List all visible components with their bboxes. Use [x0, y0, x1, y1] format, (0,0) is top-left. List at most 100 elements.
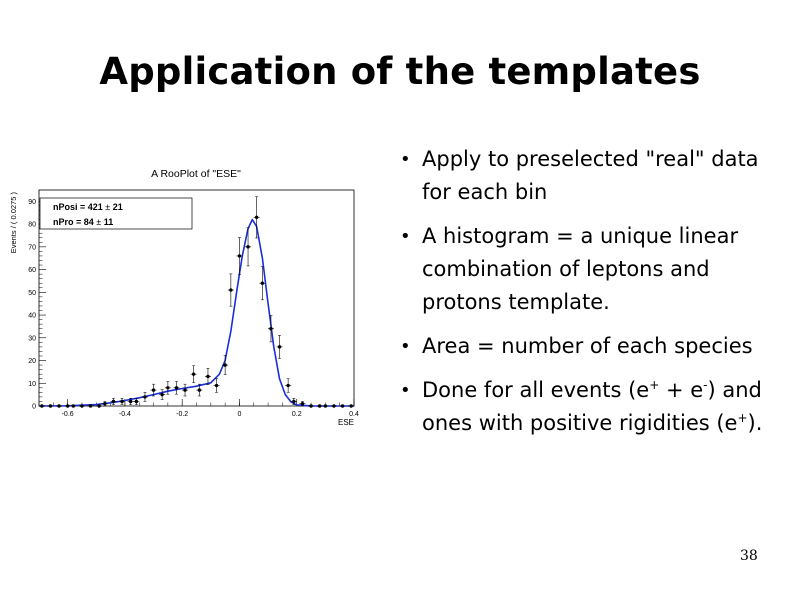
- data-point-marker: [103, 402, 107, 406]
- data-point-marker: [237, 254, 242, 258]
- bullet-item: • Area = number of each species: [398, 330, 788, 363]
- data-point: [164, 381, 171, 395]
- data-point-marker: [286, 383, 290, 388]
- data-point-marker: [88, 404, 93, 408]
- data-point: [87, 404, 94, 408]
- page-number: 38: [740, 548, 758, 564]
- data-point-marker: [57, 404, 61, 408]
- y-tick-label: 90: [28, 199, 36, 206]
- data-point: [119, 398, 126, 405]
- y-tick-label: 80: [28, 222, 36, 229]
- bullet-text-mid: + e: [659, 378, 704, 402]
- data-point: [236, 237, 243, 275]
- data-point-marker: [323, 404, 328, 408]
- y-tick-label: 50: [28, 290, 36, 297]
- data-point-marker: [191, 372, 196, 376]
- positron-charge-sup: +: [737, 411, 748, 425]
- data-point-marker: [332, 404, 336, 408]
- data-point-marker: [269, 326, 273, 331]
- data-points-layer: [38, 196, 355, 408]
- bullet-text: Area = number of each species: [422, 334, 753, 358]
- bullet-text: Apply to preselected "real" data for eac…: [422, 147, 759, 204]
- y-tick-label: 60: [28, 267, 36, 274]
- stats-npro-label: nPro = 84: [53, 217, 94, 227]
- data-point: [196, 383, 203, 397]
- y-tick-label: 0: [32, 404, 36, 411]
- data-point-marker: [223, 363, 227, 367]
- data-point: [299, 401, 306, 407]
- bullet-dot-icon: •: [400, 380, 411, 401]
- data-point: [259, 266, 266, 301]
- data-point: [204, 368, 211, 385]
- data-point-marker: [206, 374, 210, 379]
- data-point-marker: [300, 402, 305, 406]
- data-point: [150, 383, 157, 397]
- data-point-marker: [260, 281, 265, 285]
- slide-title: Application of the templates: [99, 50, 701, 93]
- data-point: [159, 389, 166, 400]
- data-point-marker: [340, 404, 345, 408]
- bullet-dot-icon: •: [400, 149, 411, 170]
- data-point: [127, 398, 134, 405]
- data-point: [56, 404, 63, 408]
- x-tick-label: -0.4: [119, 411, 131, 418]
- data-point-marker: [97, 404, 101, 408]
- data-point: [316, 404, 323, 408]
- data-point: [64, 404, 71, 408]
- y-tick-label: 10: [28, 381, 36, 388]
- data-point: [110, 398, 117, 405]
- data-point-marker: [120, 399, 124, 404]
- stats-npro: nPro = 84 ± 11: [53, 217, 113, 227]
- data-point-marker: [151, 388, 156, 392]
- data-point: [47, 404, 54, 408]
- data-point: [267, 315, 274, 343]
- chart-title: A RooPlot of "ESE": [151, 168, 241, 180]
- data-point: [190, 365, 197, 383]
- x-tick-label: 0: [238, 411, 242, 418]
- data-point-marker: [111, 399, 116, 404]
- bullet-dot-icon: •: [400, 226, 411, 247]
- data-point-marker: [48, 404, 53, 408]
- data-point: [330, 404, 337, 408]
- stats-npos: nPosi = 421 ± 21: [53, 202, 123, 212]
- data-point-marker: [246, 245, 250, 249]
- stats-npro-err: 11: [104, 217, 114, 227]
- y-axis-label: Events / ( 0.0275 ): [10, 192, 18, 254]
- stats-npos-err: 21: [113, 202, 123, 212]
- fit-curve: [38, 218, 355, 407]
- data-point: [101, 401, 108, 407]
- x-tick-label: 0.2: [292, 411, 302, 418]
- data-point-marker: [134, 399, 139, 404]
- data-point: [348, 404, 355, 408]
- data-point: [173, 381, 180, 395]
- data-point-marker: [128, 399, 133, 404]
- data-point: [213, 378, 220, 393]
- data-point-marker: [292, 399, 296, 404]
- data-point-marker: [183, 388, 187, 392]
- bullet-text-mid2: ) and ones with positive rigidities (e: [422, 378, 762, 435]
- x-tick-label: 0.4: [349, 411, 359, 418]
- data-point: [78, 404, 85, 408]
- data-point: [133, 398, 140, 405]
- data-point: [38, 404, 45, 408]
- data-point-marker: [166, 386, 170, 390]
- data-point-marker: [317, 404, 322, 408]
- data-point: [141, 392, 148, 402]
- bullet-dot-icon: •: [400, 336, 411, 357]
- data-point: [227, 273, 234, 307]
- x-tick-label: -0.6: [62, 411, 74, 418]
- data-point: [339, 404, 346, 408]
- data-point-marker: [65, 404, 70, 408]
- data-point: [245, 227, 252, 267]
- x-axis-label: ESE: [338, 418, 354, 427]
- stats-npos-label: nPosi = 421: [53, 202, 103, 212]
- stats-box: nPosi = 421 ± 21 nPro = 84 ± 11: [39, 197, 193, 230]
- data-point-marker: [277, 345, 282, 349]
- rooplot-chart: A RooPlot of "ESE" 0 10 20 30 40 50 60 70 80 90 -0…: [10, 168, 359, 427]
- bullet-list: • Apply to preselected "real" data for e…: [398, 143, 788, 451]
- electron-charge-sup: -: [703, 378, 708, 392]
- data-point-marker: [254, 215, 259, 219]
- data-point-marker: [197, 388, 202, 392]
- data-point: [182, 383, 189, 397]
- bullet-text: A histogram = a unique linear combinatio…: [422, 224, 739, 314]
